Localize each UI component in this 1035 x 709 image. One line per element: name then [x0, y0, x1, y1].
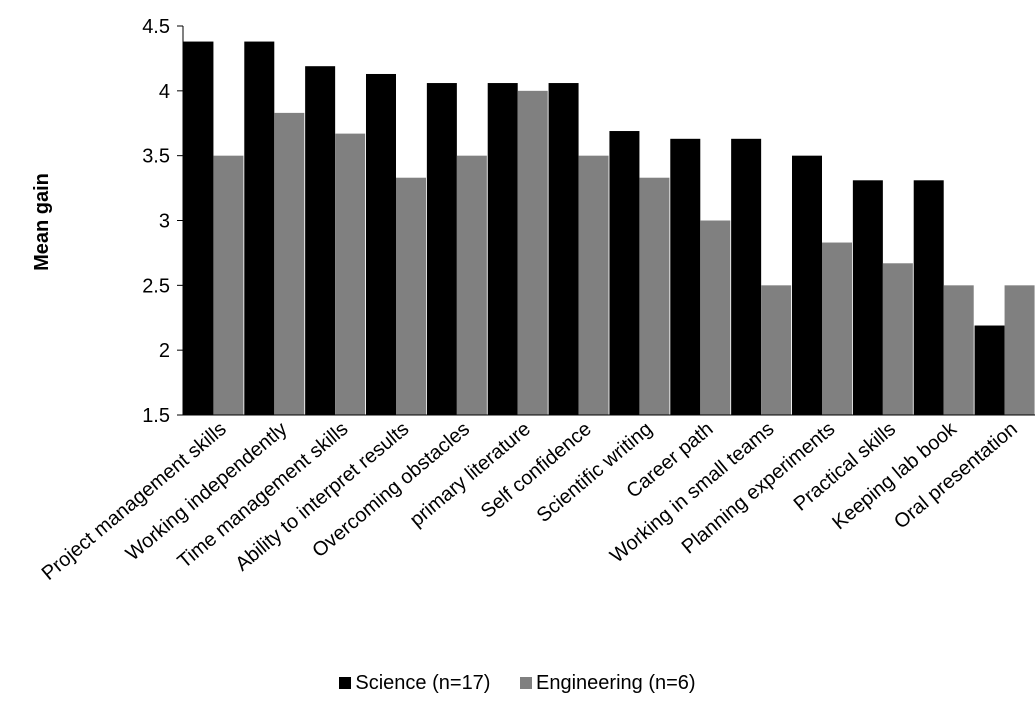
bar-science [426, 83, 457, 416]
bar-science [670, 138, 701, 415]
bar-engineering [335, 133, 366, 415]
bar-engineering [761, 285, 792, 415]
bar-science [487, 83, 518, 416]
legend-item-engineering: Engineering (n=6) [520, 672, 696, 695]
bar-engineering [396, 177, 426, 415]
bar-science [183, 41, 214, 416]
bar-engineering [882, 263, 913, 415]
bar-engineering [517, 90, 548, 415]
legend-label-engineering: Engineering (n=6) [536, 672, 696, 694]
legend-swatch-engineering [520, 677, 533, 689]
bar-science [609, 131, 640, 415]
bar-science [974, 325, 1005, 415]
bar-science [913, 180, 944, 415]
y-tick-label: 4 [159, 81, 170, 103]
bar-engineering [822, 242, 852, 415]
bar-science [305, 66, 336, 415]
bar-engineering [639, 177, 670, 415]
legend-item-science: Science (n=17) [339, 672, 490, 695]
y-tick-label: 2 [159, 340, 170, 362]
legend: Science (n=17) Engineering (n=6) [0, 672, 1035, 695]
bar-engineering [213, 155, 244, 416]
bar-science [366, 73, 396, 415]
bar-engineering [1004, 285, 1035, 415]
y-tick-label: 1.5 [142, 405, 170, 427]
bar-engineering [274, 112, 305, 415]
bar-engineering [943, 285, 974, 415]
y-axis-title: Mean gain [31, 173, 53, 271]
y-tick-label: 3.5 [142, 146, 170, 168]
bar-engineering [578, 155, 609, 416]
y-axis-title-group: Mean gain [31, 173, 53, 271]
legend-swatch-science [339, 677, 352, 689]
y-tick-label: 2.5 [142, 275, 170, 297]
bar-science [792, 155, 822, 416]
bar-science [852, 180, 883, 415]
bar-engineering [456, 155, 487, 416]
bar-science [244, 41, 275, 416]
legend-label-science: Science (n=17) [355, 672, 491, 694]
y-tick-label: 4.5 [142, 16, 170, 38]
bar-science [548, 83, 579, 416]
bar-engineering [700, 220, 731, 415]
axes [182, 26, 1035, 416]
bar-science [731, 138, 762, 415]
y-axis-ticks: 1.5 2 2.5 3 3.5 4 4.5 [142, 16, 183, 427]
y-tick-label: 3 [159, 211, 170, 233]
bars [183, 41, 1035, 416]
